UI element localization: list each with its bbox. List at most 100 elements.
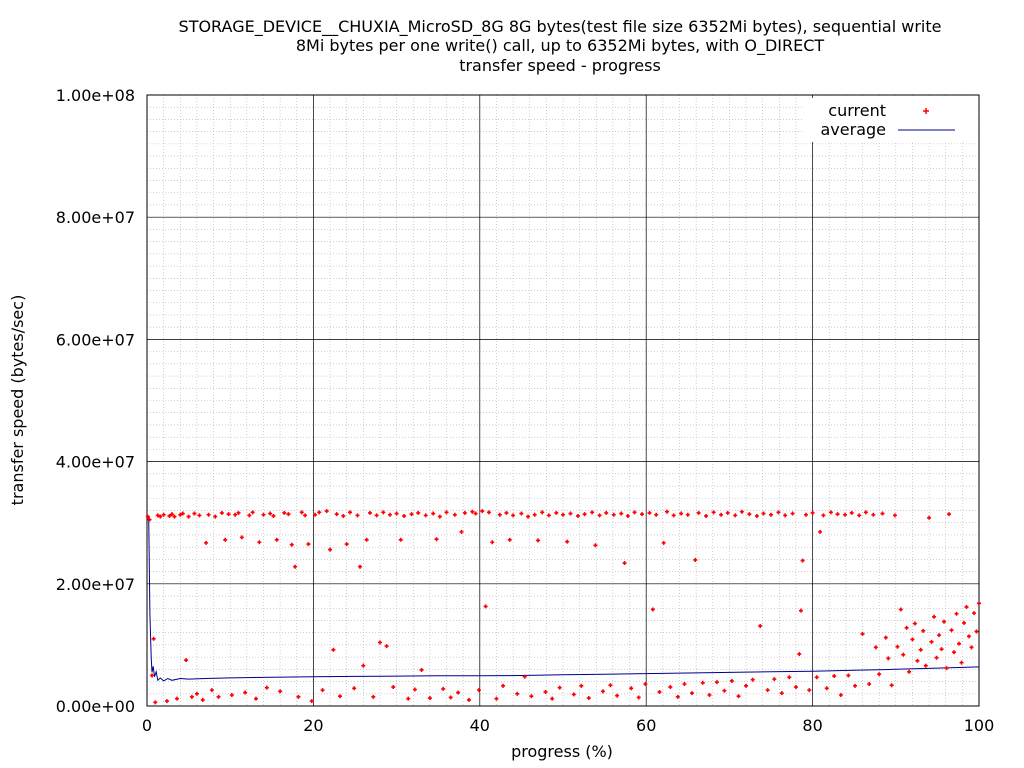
current-point — [843, 512, 848, 517]
current-point — [233, 512, 238, 517]
current-point — [398, 537, 403, 542]
current-point — [355, 513, 360, 518]
current-point — [629, 686, 634, 691]
current-point — [910, 637, 915, 642]
current-point — [783, 513, 788, 518]
current-point — [282, 510, 287, 515]
title-line-3: transfer speed - progress — [459, 56, 661, 75]
y-tick-label: 6.00e+07 — [56, 330, 135, 349]
current-point — [722, 688, 727, 693]
title-line-1: STORAGE_DEVICE__CHUXIA_MicroSD_8G 8G byt… — [179, 17, 942, 37]
current-point — [147, 517, 152, 522]
current-point — [434, 537, 439, 542]
current-point — [522, 674, 527, 679]
current-point — [161, 512, 166, 517]
current-point — [863, 510, 868, 515]
current-point — [932, 614, 937, 619]
current-point — [568, 511, 573, 516]
y-tick-label: 4.00e+07 — [56, 453, 135, 472]
current-point — [693, 557, 698, 562]
current-point — [402, 513, 407, 518]
current-point — [912, 621, 917, 626]
current-point — [608, 683, 613, 688]
current-point — [929, 639, 934, 644]
current-point — [437, 514, 442, 519]
chart-title: STORAGE_DEVICE__CHUXIA_MicroSD_8G 8G byt… — [179, 17, 942, 75]
x-tick-label: 40 — [470, 716, 490, 735]
x-tick-label: 0 — [142, 716, 152, 735]
current-point — [423, 513, 428, 518]
current-point — [476, 688, 481, 693]
current-point — [377, 640, 382, 645]
current-point — [192, 511, 197, 516]
current-point — [490, 540, 495, 545]
current-point — [707, 693, 712, 698]
current-point — [431, 511, 436, 516]
current-point — [452, 512, 457, 517]
current-point — [299, 510, 304, 515]
current-point — [682, 682, 687, 687]
current-point — [622, 561, 627, 566]
current-point — [561, 512, 565, 517]
current-point — [650, 607, 655, 612]
current-point — [328, 547, 333, 552]
current-point — [409, 512, 414, 517]
current-point — [194, 691, 199, 696]
current-point — [286, 512, 291, 517]
current-point — [554, 510, 559, 515]
current-point — [486, 510, 491, 515]
current-point — [977, 601, 981, 606]
current-point — [942, 619, 947, 624]
current-point — [860, 631, 865, 636]
current-point — [384, 644, 389, 649]
series-average — [147, 516, 980, 682]
current-point — [236, 510, 241, 515]
current-point — [821, 513, 826, 518]
current-point — [406, 696, 411, 701]
current-point — [934, 655, 939, 660]
current-point — [331, 647, 336, 652]
current-point — [271, 513, 276, 518]
current-point — [348, 510, 353, 515]
current-point — [448, 695, 453, 700]
current-point — [427, 696, 432, 701]
current-point — [247, 513, 252, 518]
y-axis-label: transfer speed (bytes/sec) — [8, 295, 27, 506]
current-point — [714, 680, 719, 685]
current-point — [483, 604, 488, 609]
current-point — [371, 694, 376, 699]
current-point — [391, 685, 396, 690]
current-point — [647, 510, 652, 515]
current-point — [367, 510, 372, 515]
current-point — [293, 564, 298, 569]
current-point — [704, 513, 709, 518]
current-point — [846, 673, 851, 678]
current-point — [416, 510, 421, 515]
current-point — [261, 512, 266, 517]
current-point — [145, 514, 150, 519]
current-point — [219, 510, 224, 515]
current-point — [497, 512, 502, 517]
current-point — [810, 510, 815, 515]
current-point — [338, 694, 343, 699]
current-point — [880, 511, 885, 516]
current-point — [661, 540, 666, 545]
current-point — [536, 538, 541, 543]
current-point — [729, 678, 734, 683]
current-point — [787, 675, 792, 680]
current-point — [725, 510, 730, 515]
current-point — [532, 512, 537, 517]
x-axis: 0 20 40 60 80 100 — [142, 716, 994, 735]
current-point — [296, 694, 301, 699]
current-point — [324, 509, 329, 514]
current-point — [546, 513, 551, 518]
current-point — [895, 644, 900, 649]
current-point — [174, 696, 179, 701]
legend-label-current: current — [828, 101, 886, 120]
current-point — [180, 511, 185, 516]
current-point — [793, 685, 798, 690]
current-point — [223, 537, 228, 542]
current-point — [226, 512, 231, 517]
current-point — [444, 510, 449, 515]
